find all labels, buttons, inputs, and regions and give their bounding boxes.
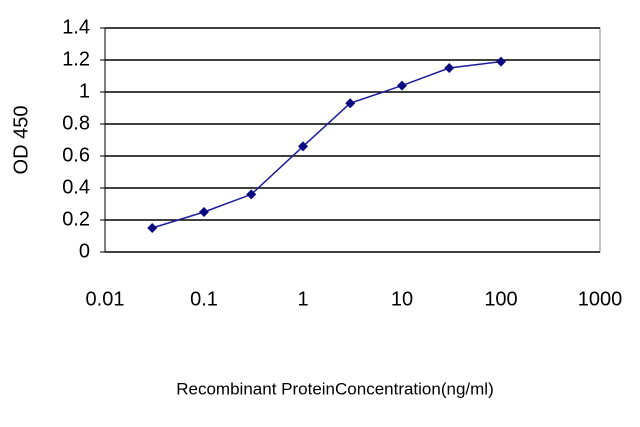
y-tick-label: 0.6 — [62, 144, 90, 166]
plot-area — [104, 27, 601, 253]
x-tick-label: 0.01 — [86, 288, 125, 310]
x-tick-label: 100 — [484, 288, 517, 310]
y-tick-label: 1.4 — [62, 16, 90, 38]
y-tick-label: 0.4 — [62, 176, 90, 198]
x-tick-label: 10 — [391, 288, 413, 310]
x-tick-label: 1 — [297, 288, 308, 310]
data-point — [397, 80, 407, 91]
data-point — [147, 223, 158, 233]
y-tick-label: 0 — [79, 240, 90, 262]
y-tick-label: 0.2 — [62, 208, 90, 230]
data-line — [152, 60, 502, 229]
x-tick-label: 1000 — [578, 288, 623, 310]
data-point — [496, 56, 506, 67]
y-axis-label: OD 450 — [10, 106, 32, 175]
y-tick-label: 0.8 — [62, 112, 90, 134]
data-point — [444, 63, 455, 73]
data-point — [345, 98, 356, 109]
data-point — [199, 207, 209, 217]
data-point — [246, 189, 257, 200]
y-tick-label: 1.2 — [62, 48, 90, 70]
data-point — [298, 141, 308, 152]
y-tick-label: 1 — [79, 80, 90, 102]
x-tick-label: 0.1 — [190, 288, 218, 310]
x-axis-label: Recombinant ProteinConcentration(ng/ml) — [176, 379, 494, 398]
